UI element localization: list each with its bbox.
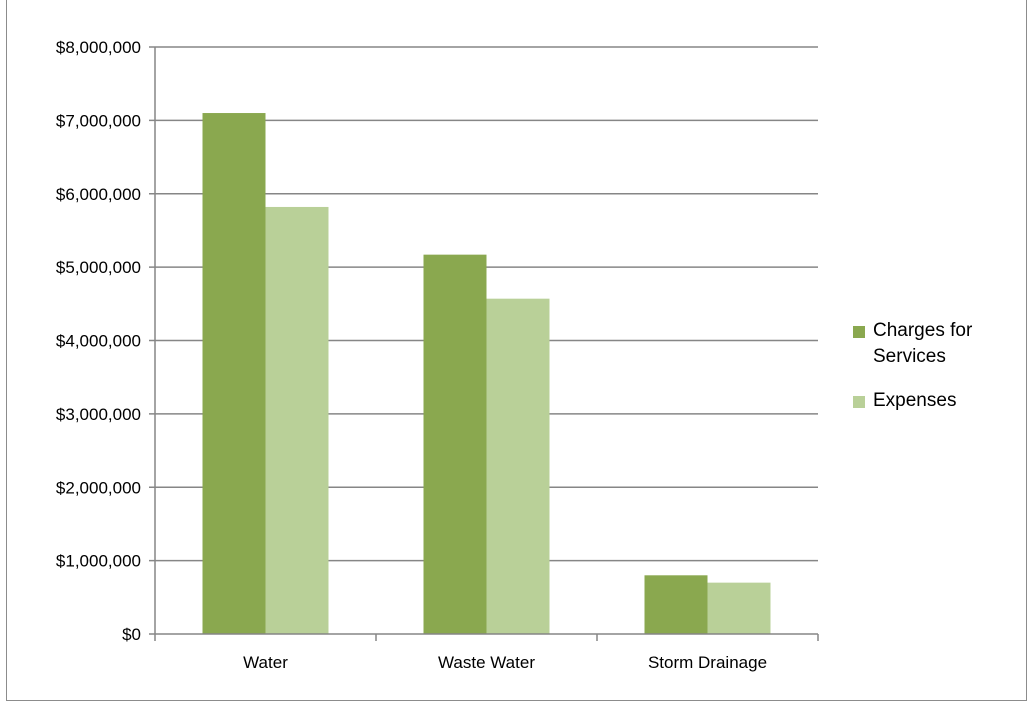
- x-tick-label: Storm Drainage: [648, 653, 767, 672]
- legend: Charges for Services Expenses: [853, 318, 1023, 432]
- legend-item-charges: Charges for Services: [853, 318, 1023, 370]
- y-tick-label: $7,000,000: [56, 111, 141, 130]
- bar-expenses-2: [707, 582, 771, 634]
- y-tick-label: $6,000,000: [56, 185, 141, 204]
- y-tick-label: $2,000,000: [56, 478, 141, 497]
- bar-charges-2: [644, 575, 708, 634]
- bar-charges-0: [202, 113, 266, 635]
- bar-charges-1: [423, 254, 487, 634]
- bar-expenses-1: [486, 298, 550, 634]
- y-tick-label: $8,000,000: [56, 38, 141, 57]
- legend-label-charges: Charges for Services: [873, 320, 973, 367]
- axes: [149, 47, 819, 641]
- bar-expenses-0: [265, 206, 329, 634]
- y-tick-labels: $0 $1,000,000 $2,000,000 $3,000,000 $4,000,0…: [56, 38, 141, 644]
- y-tick-label: $5,000,000: [56, 258, 141, 277]
- legend-swatch-charges: [853, 326, 865, 338]
- legend-swatch-expenses: [853, 396, 865, 408]
- x-tick-labels: Water Waste Water Storm Drainage: [243, 653, 767, 672]
- y-tick-label: $1,000,000: [56, 552, 141, 571]
- y-tick-label: $0: [122, 625, 141, 644]
- bars: [202, 113, 771, 635]
- x-tick-label: Water: [243, 653, 288, 672]
- legend-label-expenses: Expenses: [873, 390, 957, 411]
- x-tick-label: Waste Water: [438, 653, 535, 672]
- legend-item-expenses: Expenses: [853, 388, 1023, 414]
- y-tick-label: $3,000,000: [56, 405, 141, 424]
- y-tick-label: $4,000,000: [56, 332, 141, 351]
